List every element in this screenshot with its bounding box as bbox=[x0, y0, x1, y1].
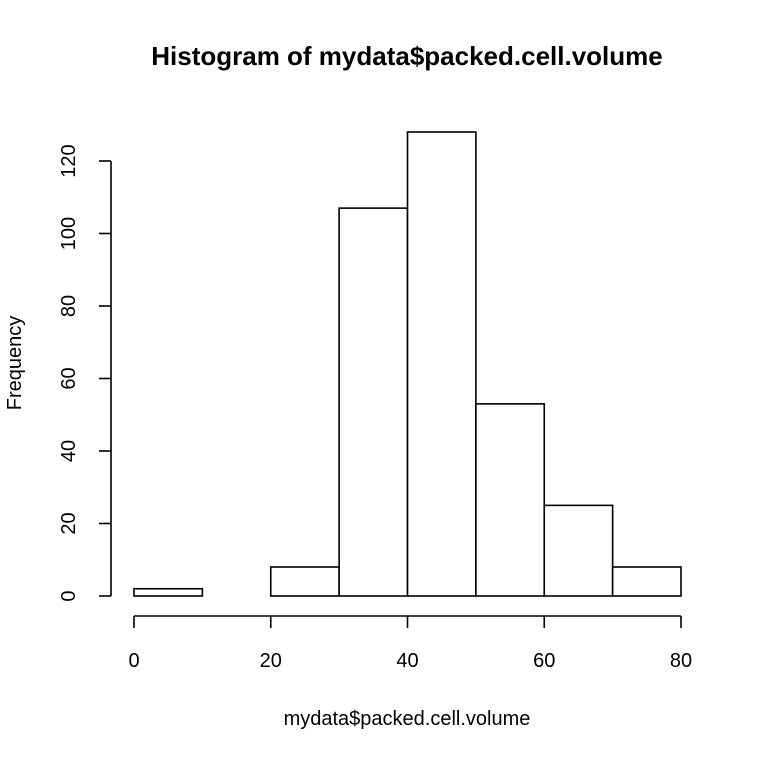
x-tick-label-2: 40 bbox=[396, 650, 418, 672]
x-axis: 0 20 40 60 80 bbox=[128, 615, 692, 672]
y-tick-label-6: 120 bbox=[58, 144, 80, 177]
x-tick-label-0: 0 bbox=[128, 650, 139, 672]
y-tick-label-0: 0 bbox=[58, 590, 80, 601]
histogram-bar-6 bbox=[543, 504, 614, 597]
y-tick-label-4: 80 bbox=[58, 295, 80, 317]
x-tick-label-1: 20 bbox=[260, 650, 282, 672]
y-tick-label-3: 60 bbox=[58, 367, 80, 389]
y-tick-label-5: 100 bbox=[58, 217, 80, 250]
histogram-bar-3 bbox=[338, 207, 409, 597]
bars-layer bbox=[133, 131, 682, 597]
histogram-bar-4 bbox=[406, 131, 477, 597]
histogram-bar-7 bbox=[611, 566, 682, 597]
y-tick-label-2: 40 bbox=[58, 440, 80, 462]
y-axis-label: Frequency bbox=[4, 316, 26, 411]
chart-title: Histogram of mydata$packed.cell.volume bbox=[151, 41, 663, 71]
x-axis-label: mydata$packed.cell.volume bbox=[284, 708, 531, 730]
histogram-bar-0 bbox=[133, 587, 204, 597]
histogram-bar-5 bbox=[475, 403, 546, 597]
y-tick-label-1: 20 bbox=[58, 512, 80, 534]
x-tick-label-3: 60 bbox=[533, 650, 555, 672]
histogram-bar-2 bbox=[269, 566, 340, 597]
y-axis: 0 20 40 60 80 100 120 bbox=[58, 144, 112, 602]
x-tick-label-4: 80 bbox=[670, 650, 692, 672]
